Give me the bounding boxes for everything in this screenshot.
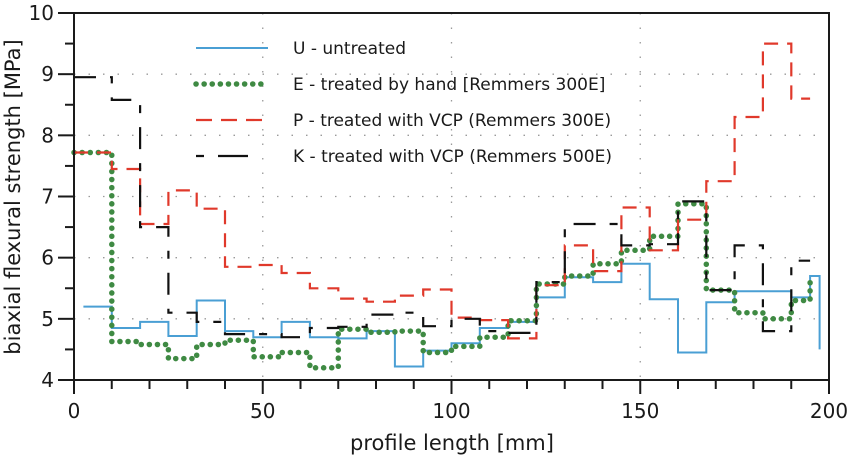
y-tick-label: 5	[41, 307, 54, 331]
y-tick-label: 8	[41, 123, 54, 147]
legend: U - untreated E - treated by hand [Remmer…	[193, 39, 612, 167]
x-tick-label: 200	[810, 399, 848, 423]
y-tick-label: 10	[29, 1, 54, 25]
y-tick-label: 6	[41, 246, 54, 270]
series-U-line	[83, 262, 821, 368]
legend-label-U: U - untreated	[293, 39, 406, 59]
legend-label-K: K - treated with VCP (Remmers 500E)	[293, 147, 612, 167]
x-tick-label: 150	[621, 399, 659, 423]
y-axis-title: biaxial flexural strength [MPa]	[1, 39, 25, 354]
x-tick-label: 100	[432, 399, 470, 423]
legend-label-E: E - treated by hand [Remmers 300E]	[293, 75, 605, 95]
series-group	[71, 42, 821, 371]
series-P-line	[74, 42, 811, 340]
x-axis-title: profile length [mm]	[350, 431, 554, 455]
legend-label-P: P - treated with VCP (Remmers 300E)	[293, 111, 611, 131]
series-E-line	[71, 149, 813, 371]
grid	[74, 13, 829, 380]
axes: 0 50 100 150 200 4 5 6 7 8 9 10	[29, 1, 849, 423]
series-K-line	[74, 76, 811, 339]
y-tick-label: 4	[41, 368, 54, 392]
y-tick-label: 7	[41, 185, 54, 209]
y-tick-label: 9	[41, 62, 54, 86]
x-tick-label: 0	[68, 399, 81, 423]
x-tick-label: 50	[250, 399, 275, 423]
